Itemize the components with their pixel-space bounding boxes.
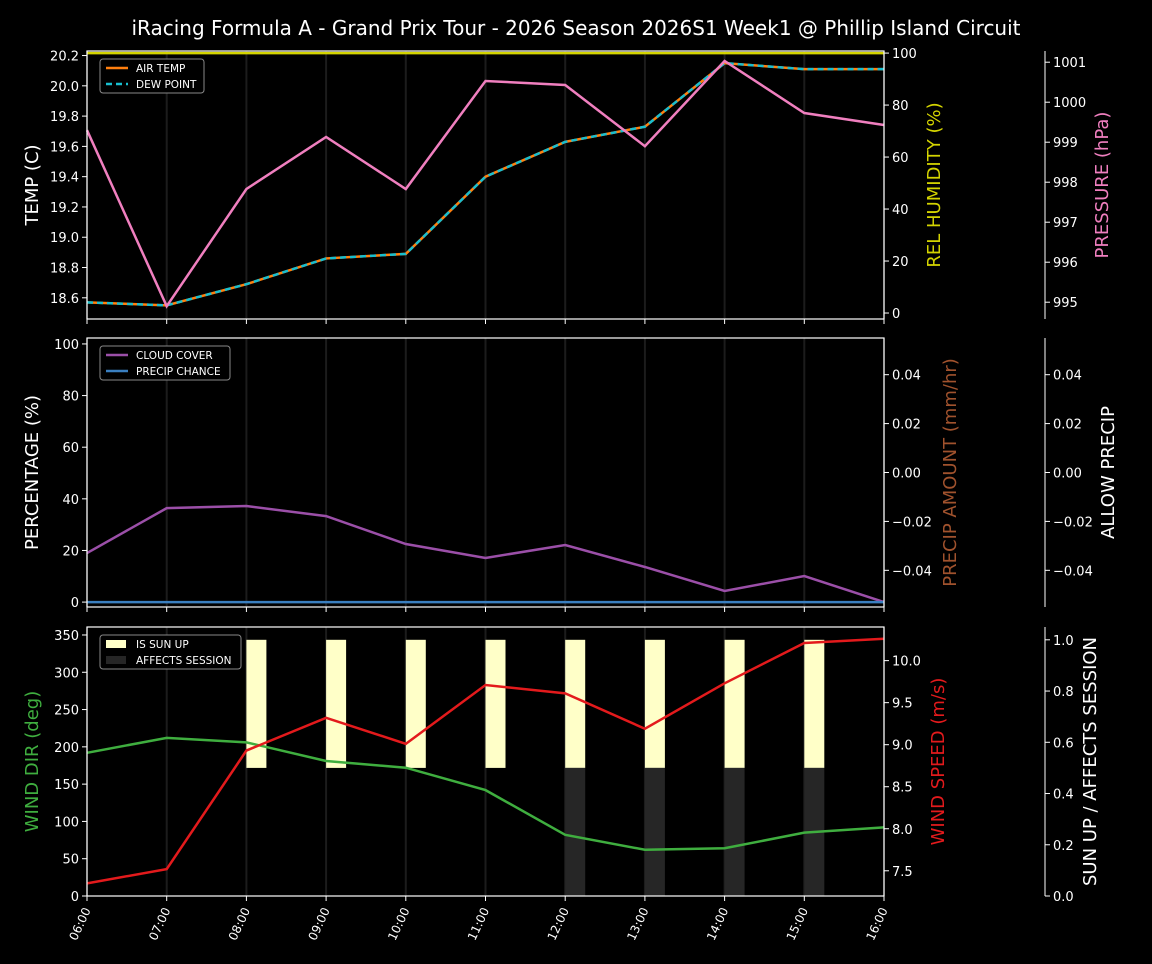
cloud-cover-line <box>86 504 885 604</box>
y-tick-label: 300 <box>54 666 79 681</box>
y-tick-label: 0 <box>71 890 79 905</box>
right-tick-label: 80 <box>892 99 909 114</box>
right2-tick-label: 999 <box>1053 136 1078 151</box>
wind-speed-line <box>86 637 885 885</box>
right-tick-label: 40 <box>892 203 909 218</box>
right-tick-label: −0.04 <box>892 564 932 579</box>
y-tick-label: 40 <box>62 493 79 508</box>
y-tick-label: 100 <box>54 815 79 830</box>
y-tick-label: 60 <box>62 441 79 456</box>
right-tick-label: −0.02 <box>892 515 932 530</box>
y-tick-label: 19.0 <box>50 231 79 246</box>
sun-up-bar <box>565 639 586 768</box>
right-tick-label: 8.5 <box>892 781 913 796</box>
legend-swatch <box>106 640 126 648</box>
right2-tick-label: −0.02 <box>1053 515 1093 530</box>
right2-tick-label: 996 <box>1053 256 1078 271</box>
right-tick-label: 20 <box>892 255 909 270</box>
y-tick-label: 80 <box>62 390 79 405</box>
right2-tick-label: −0.04 <box>1053 564 1093 579</box>
sun-up-bar <box>405 639 426 768</box>
y-tick-label: 150 <box>54 778 79 793</box>
right-tick-label: 9.0 <box>892 739 913 754</box>
legend-label: AIR TEMP <box>136 63 185 75</box>
right-tick-label: 8.0 <box>892 823 913 838</box>
right-axis-label: WIND SPEED (m/s) <box>928 678 949 846</box>
y-tick-label: 19.2 <box>50 201 79 216</box>
pressure-line <box>85 59 885 309</box>
sun-up-bar <box>326 639 347 768</box>
right2-tick-label: 0.2 <box>1053 839 1074 854</box>
y-tick-label: 20.2 <box>50 50 79 65</box>
right-tick-label: 0.02 <box>892 418 921 433</box>
legend-label: PRECIP CHANCE <box>136 366 221 378</box>
right2-tick-label: 1000 <box>1053 96 1086 111</box>
chart-title: iRacing Formula A - Grand Prix Tour - 20… <box>131 16 1020 40</box>
sun-up-bar <box>804 639 825 768</box>
right2-tick-label: 0.00 <box>1053 467 1082 482</box>
right-tick-label: 9.5 <box>892 697 913 712</box>
right2-tick-label: 997 <box>1053 216 1078 231</box>
y-tick-label: 50 <box>62 853 79 868</box>
y-tick-label: 250 <box>54 704 79 719</box>
right2-tick-label: 995 <box>1053 296 1078 311</box>
right2-axis-label: ALLOW PRECIP <box>1098 406 1119 539</box>
right2-tick-label: 0.8 <box>1053 685 1074 700</box>
right2-tick-label: 0.04 <box>1053 369 1082 384</box>
affects-session-bar <box>644 767 665 896</box>
right-tick-label: 100 <box>892 47 917 62</box>
sun-up-bar <box>724 639 745 768</box>
legend-label: AFFECTS SESSION <box>136 655 232 667</box>
panel-2: 0 20 40 60 80 100 PERCENTAGE (%) −0.04 −0.02 0.00… <box>22 337 1119 612</box>
y-tick-label: 20 <box>62 544 79 559</box>
y-tick-label: 19.8 <box>50 110 79 125</box>
y-tick-label: 0 <box>71 596 79 611</box>
right2-tick-label: 0.0 <box>1053 890 1074 905</box>
right2-tick-label: 998 <box>1053 176 1078 191</box>
right-tick-label: 0.00 <box>892 467 921 482</box>
right2-axis-label: SUN UP / AFFECTS SESSION <box>1080 637 1101 886</box>
legend-label: DEW POINT <box>136 79 197 91</box>
left-axis-label: WIND DIR (deg) <box>22 691 43 833</box>
right2-tick-label: 0.4 <box>1053 788 1074 803</box>
y-tick-label: 350 <box>54 629 79 644</box>
y-tick-label: 18.6 <box>50 292 79 307</box>
right-axis-label: PRECIP AMOUNT (mm/hr) <box>940 358 961 587</box>
wind-dir-line <box>86 736 885 852</box>
legend-box <box>99 634 242 670</box>
right-tick-label: 0.04 <box>892 369 921 384</box>
right-tick-label: 10.0 <box>892 655 921 670</box>
right2-tick-label: 0.6 <box>1053 736 1074 751</box>
right2-axis-label: PRESSURE (hPa) <box>1092 112 1113 259</box>
y-tick-label: 200 <box>54 741 79 756</box>
dew-point-line <box>86 61 884 307</box>
legend-box <box>99 345 231 381</box>
right-tick-label: 60 <box>892 151 909 166</box>
legend-label: CLOUD COVER <box>136 350 213 362</box>
sun-up-bar <box>246 639 267 768</box>
y-tick-label: 19.4 <box>50 171 79 186</box>
affects-session-bar <box>724 767 745 896</box>
affects-session-bar <box>565 767 586 896</box>
left-axis-label: PERCENTAGE (%) <box>22 395 43 550</box>
sun-up-bar <box>485 639 506 768</box>
right2-tick-label: 1001 <box>1053 56 1086 71</box>
right-tick-label: 7.5 <box>892 865 913 880</box>
y-tick-label: 20.0 <box>50 80 79 95</box>
y-tick-label: 100 <box>54 338 79 353</box>
legend-label: IS SUN UP <box>136 639 189 651</box>
legend-swatch <box>106 656 126 664</box>
right2-tick-label: 1.0 <box>1053 634 1074 649</box>
right-tick-label: 0 <box>892 307 900 322</box>
y-tick-label: 19.6 <box>50 140 79 155</box>
left-axis-label: TEMP (C) <box>22 144 43 226</box>
y-tick-label: 18.8 <box>50 262 79 277</box>
right2-tick-label: 0.02 <box>1053 418 1082 433</box>
panel-1: 18.6 18.8 19.0 19.2 19.4 19.6 19.8 20.0 20.2 TEMP… <box>22 47 1113 324</box>
sun-up-bar <box>644 639 665 768</box>
right-axis-label: REL HUMIDITY (%) <box>924 102 945 267</box>
